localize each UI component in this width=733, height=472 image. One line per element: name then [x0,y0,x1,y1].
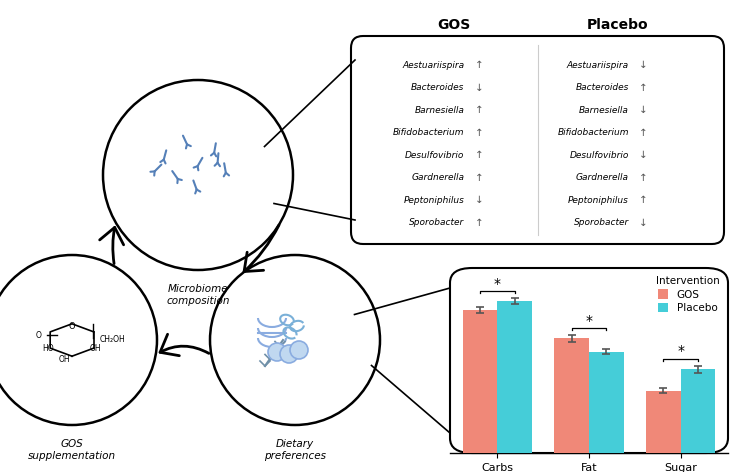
Text: ↑: ↑ [475,173,484,183]
Circle shape [280,345,298,363]
Text: Sporobacter: Sporobacter [409,218,465,227]
Text: Gardnerella: Gardnerella [411,173,465,182]
Text: ↓: ↓ [639,105,648,115]
Text: Gardnerella: Gardnerella [575,173,629,182]
Text: Dietary
preferences: Dietary preferences [264,439,326,461]
Text: Desulfovibrio: Desulfovibrio [570,151,629,160]
Bar [589,352,624,453]
Bar [646,391,680,453]
Text: ↑: ↑ [639,195,648,205]
Text: Peptoniphilus: Peptoniphilus [568,196,629,205]
Text: Bifidobacterium: Bifidobacterium [393,128,465,137]
Text: ↓: ↓ [639,218,648,228]
Circle shape [290,341,308,359]
Text: Barnesiella: Barnesiella [579,106,629,115]
Text: ↑: ↑ [475,128,484,138]
Text: Bifidobacterium: Bifidobacterium [557,128,629,137]
Bar [680,370,715,453]
Text: ↓: ↓ [475,195,484,205]
Text: Bacteroides: Bacteroides [575,83,629,92]
Circle shape [0,255,157,425]
Text: ↑: ↑ [639,173,648,183]
Legend: GOS, Placebo: GOS, Placebo [653,273,723,316]
Text: CH₂OH: CH₂OH [100,335,125,344]
Text: *: * [677,345,684,359]
Text: *: * [494,277,501,291]
Text: Microbiome
composition: Microbiome composition [166,284,229,305]
Text: Aestuariispira: Aestuariispira [402,61,465,70]
Text: Sporobacter: Sporobacter [573,218,629,227]
Text: ↑: ↑ [475,218,484,228]
Text: O: O [69,322,75,331]
Circle shape [103,80,293,270]
Circle shape [210,255,380,425]
Circle shape [268,343,286,361]
Text: Barnesiella: Barnesiella [415,106,465,115]
Text: Placebo: Placebo [587,18,649,32]
Bar [554,338,589,453]
Text: OH: OH [59,355,70,364]
Text: Bacteroides: Bacteroides [411,83,465,92]
Text: HO: HO [43,344,54,353]
Text: O: O [36,331,42,340]
Text: OH: OH [89,344,101,353]
Text: ↓: ↓ [639,150,648,160]
Text: ↑: ↑ [475,60,484,70]
Text: GOS
supplementation: GOS supplementation [28,439,116,461]
Text: ↓: ↓ [639,60,648,70]
Text: ↑: ↑ [639,83,648,93]
Text: ↑: ↑ [475,150,484,160]
Text: Peptoniphilus: Peptoniphilus [404,196,465,205]
FancyBboxPatch shape [351,36,724,244]
Text: *: * [586,313,592,328]
Text: Aestuariispira: Aestuariispira [567,61,629,70]
Text: Desulfovibrio: Desulfovibrio [405,151,465,160]
Text: ↑: ↑ [475,105,484,115]
Text: GOS: GOS [437,18,470,32]
Text: ↓: ↓ [475,83,484,93]
Text: ↑: ↑ [639,128,648,138]
Bar [463,310,498,453]
Bar [498,301,532,453]
